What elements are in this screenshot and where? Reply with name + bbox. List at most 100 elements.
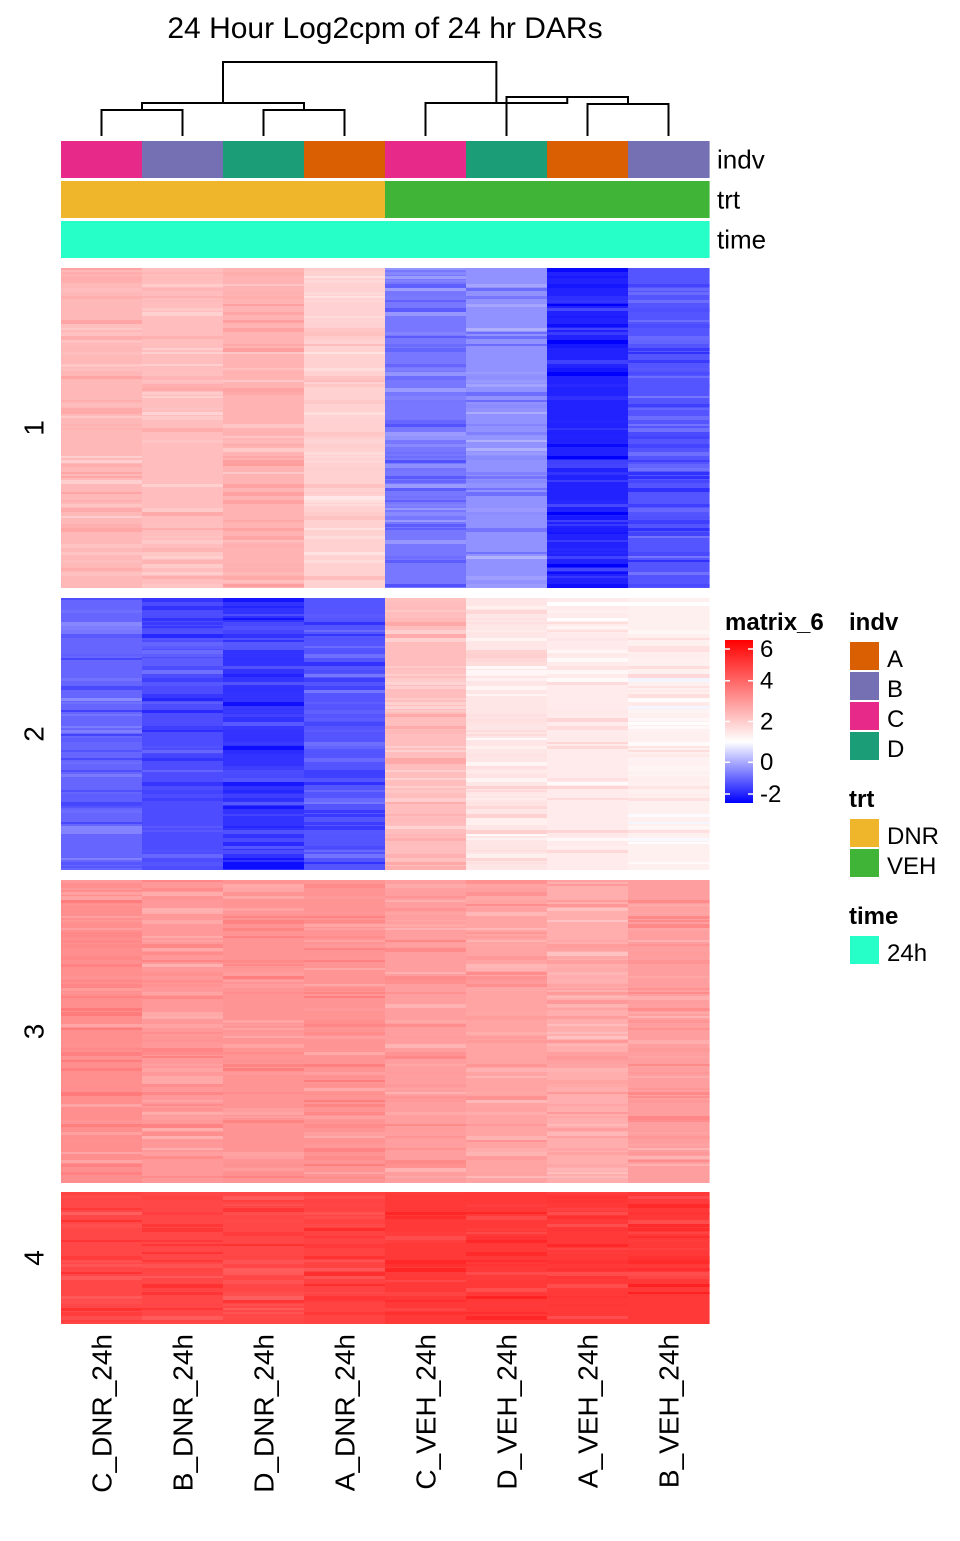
heatmap-row-stripe bbox=[61, 500, 143, 502]
heatmap-row-stripe bbox=[223, 348, 305, 352]
heatmap-row-stripe bbox=[223, 842, 305, 846]
heatmap-row-stripe bbox=[223, 500, 305, 504]
heatmap-row-stripe bbox=[547, 666, 629, 670]
heatmap-row-stripe bbox=[628, 1228, 710, 1231]
heatmap-row-stripe bbox=[466, 492, 548, 496]
heatmap-row-stripe bbox=[547, 340, 629, 344]
heatmap-row-stripe bbox=[142, 710, 224, 713]
heatmap-row-stripe bbox=[547, 1000, 629, 1004]
heatmap-row-stripe bbox=[304, 920, 386, 923]
heatmap-row-stripe bbox=[142, 1288, 224, 1291]
heatmap-row-stripe bbox=[628, 572, 710, 575]
heatmap-row-stripe bbox=[304, 336, 386, 340]
heatmap-row-stripe bbox=[223, 850, 305, 854]
heatmap-row-stripe bbox=[304, 560, 386, 563]
heatmap-row-stripe bbox=[466, 436, 548, 440]
heatmap-row-stripe bbox=[223, 292, 305, 294]
heatmap-row-stripe bbox=[223, 1024, 305, 1026]
heatmap-row-stripe bbox=[142, 548, 224, 552]
heatmap-row-stripe bbox=[628, 928, 710, 931]
annotation-cell-trt bbox=[547, 181, 629, 218]
heatmap-row-stripe bbox=[385, 992, 467, 994]
heatmap-row-stripe bbox=[142, 992, 224, 995]
heatmap-row-stripe bbox=[61, 1220, 143, 1222]
heatmap-row-stripe bbox=[628, 1048, 710, 1052]
heatmap-row-stripe bbox=[61, 940, 143, 943]
heatmap-row-stripe bbox=[547, 324, 629, 327]
heatmap-row-stripe bbox=[466, 610, 548, 614]
heatmap-row-stripe bbox=[304, 1136, 386, 1138]
heatmap-row-stripe bbox=[61, 392, 143, 396]
heatmap-row-stripe bbox=[61, 858, 143, 860]
heatmap-row-stripe bbox=[61, 810, 143, 813]
legend-swatch-24h bbox=[850, 936, 879, 964]
heatmap-row-stripe bbox=[223, 920, 305, 924]
heatmap-row-stripe bbox=[547, 1116, 629, 1118]
heatmap-row-stripe bbox=[466, 1032, 548, 1035]
heatmap-row-stripe bbox=[304, 332, 386, 336]
heatmap-row-stripe bbox=[628, 1096, 710, 1098]
heatmap-row-stripe bbox=[304, 1164, 386, 1166]
heatmap-row-stripe bbox=[628, 674, 710, 678]
heatmap-row-stripe bbox=[304, 1060, 386, 1064]
heatmap-row-stripe bbox=[547, 1268, 629, 1271]
heatmap-row-stripe bbox=[223, 1092, 305, 1094]
heatmap-row-stripe bbox=[547, 268, 629, 272]
heatmap-row-stripe bbox=[223, 826, 305, 828]
heatmap-row-stripe bbox=[628, 1220, 710, 1224]
heatmap-row-stripe bbox=[385, 686, 467, 689]
heatmap-row-stripe bbox=[385, 488, 467, 491]
heatmap-row-stripe bbox=[142, 634, 224, 638]
heatmap-row-stripe bbox=[223, 674, 305, 677]
column-dendrogram bbox=[100, 61, 670, 136]
heatmap-row-stripe bbox=[385, 1312, 467, 1315]
heatmap-row-stripe bbox=[628, 384, 710, 388]
heatmap-row-stripe bbox=[223, 682, 305, 685]
heatmap-row-stripe bbox=[142, 1156, 224, 1159]
heatmap-row-stripe bbox=[385, 674, 467, 676]
heatmap-row-stripe bbox=[142, 1036, 224, 1040]
heatmap-row-stripe bbox=[142, 476, 224, 480]
heatmap-row-stripe bbox=[304, 790, 386, 792]
heatmap-row-stripe bbox=[466, 670, 548, 674]
heatmap-row-stripe bbox=[385, 706, 467, 709]
heatmap-row-stripe bbox=[628, 838, 710, 841]
heatmap-row-stripe bbox=[223, 766, 305, 770]
heatmap-row-stripe bbox=[304, 1024, 386, 1027]
heatmap-row-stripe bbox=[628, 1088, 710, 1090]
heatmap-row-stripe bbox=[547, 1248, 629, 1250]
heatmap-row-stripe bbox=[142, 1260, 224, 1262]
heatmap-row-stripe bbox=[385, 284, 467, 288]
heatmap-row-stripe bbox=[223, 1264, 305, 1266]
heatmap-row-stripe bbox=[304, 1172, 386, 1174]
heatmap-row-stripe bbox=[385, 312, 467, 316]
heatmap-row-stripe bbox=[142, 428, 224, 432]
heatmap-row-stripe bbox=[142, 396, 224, 398]
heatmap-row-stripe bbox=[547, 480, 629, 482]
heatmap-row-stripe bbox=[547, 532, 629, 534]
heatmap-row-stripe bbox=[385, 1272, 467, 1276]
heatmap-row-stripe bbox=[304, 1076, 386, 1078]
heatmap-row-stripe bbox=[466, 770, 548, 773]
annotation-cell-time bbox=[385, 221, 467, 258]
legend-label-24h: 24h bbox=[887, 940, 927, 967]
heatmap-row-stripe bbox=[385, 972, 467, 974]
heatmap-row-stripe bbox=[466, 734, 548, 736]
heatmap-row-stripe bbox=[304, 344, 386, 346]
heatmap-row-stripe bbox=[385, 308, 467, 312]
heatmap-cell bbox=[223, 880, 305, 1183]
heatmap-row-stripe bbox=[466, 896, 548, 900]
heatmap-row-stripe bbox=[628, 1136, 710, 1139]
heatmap-row-stripe bbox=[61, 992, 143, 994]
heatmap-row-stripe bbox=[628, 690, 710, 692]
heatmap-row-stripe bbox=[628, 916, 710, 919]
heatmap-row-stripe bbox=[223, 1244, 305, 1246]
heatmap-row-stripe bbox=[466, 1096, 548, 1100]
heatmap-row-stripe bbox=[61, 826, 143, 830]
heatmap-row-stripe bbox=[466, 540, 548, 543]
heatmap-row-stripe bbox=[304, 646, 386, 648]
heatmap-row-stripe bbox=[61, 368, 143, 371]
heatmap-row-stripe bbox=[61, 320, 143, 324]
heatmap-row-stripe bbox=[61, 730, 143, 733]
heatmap-row-stripe bbox=[142, 300, 224, 302]
